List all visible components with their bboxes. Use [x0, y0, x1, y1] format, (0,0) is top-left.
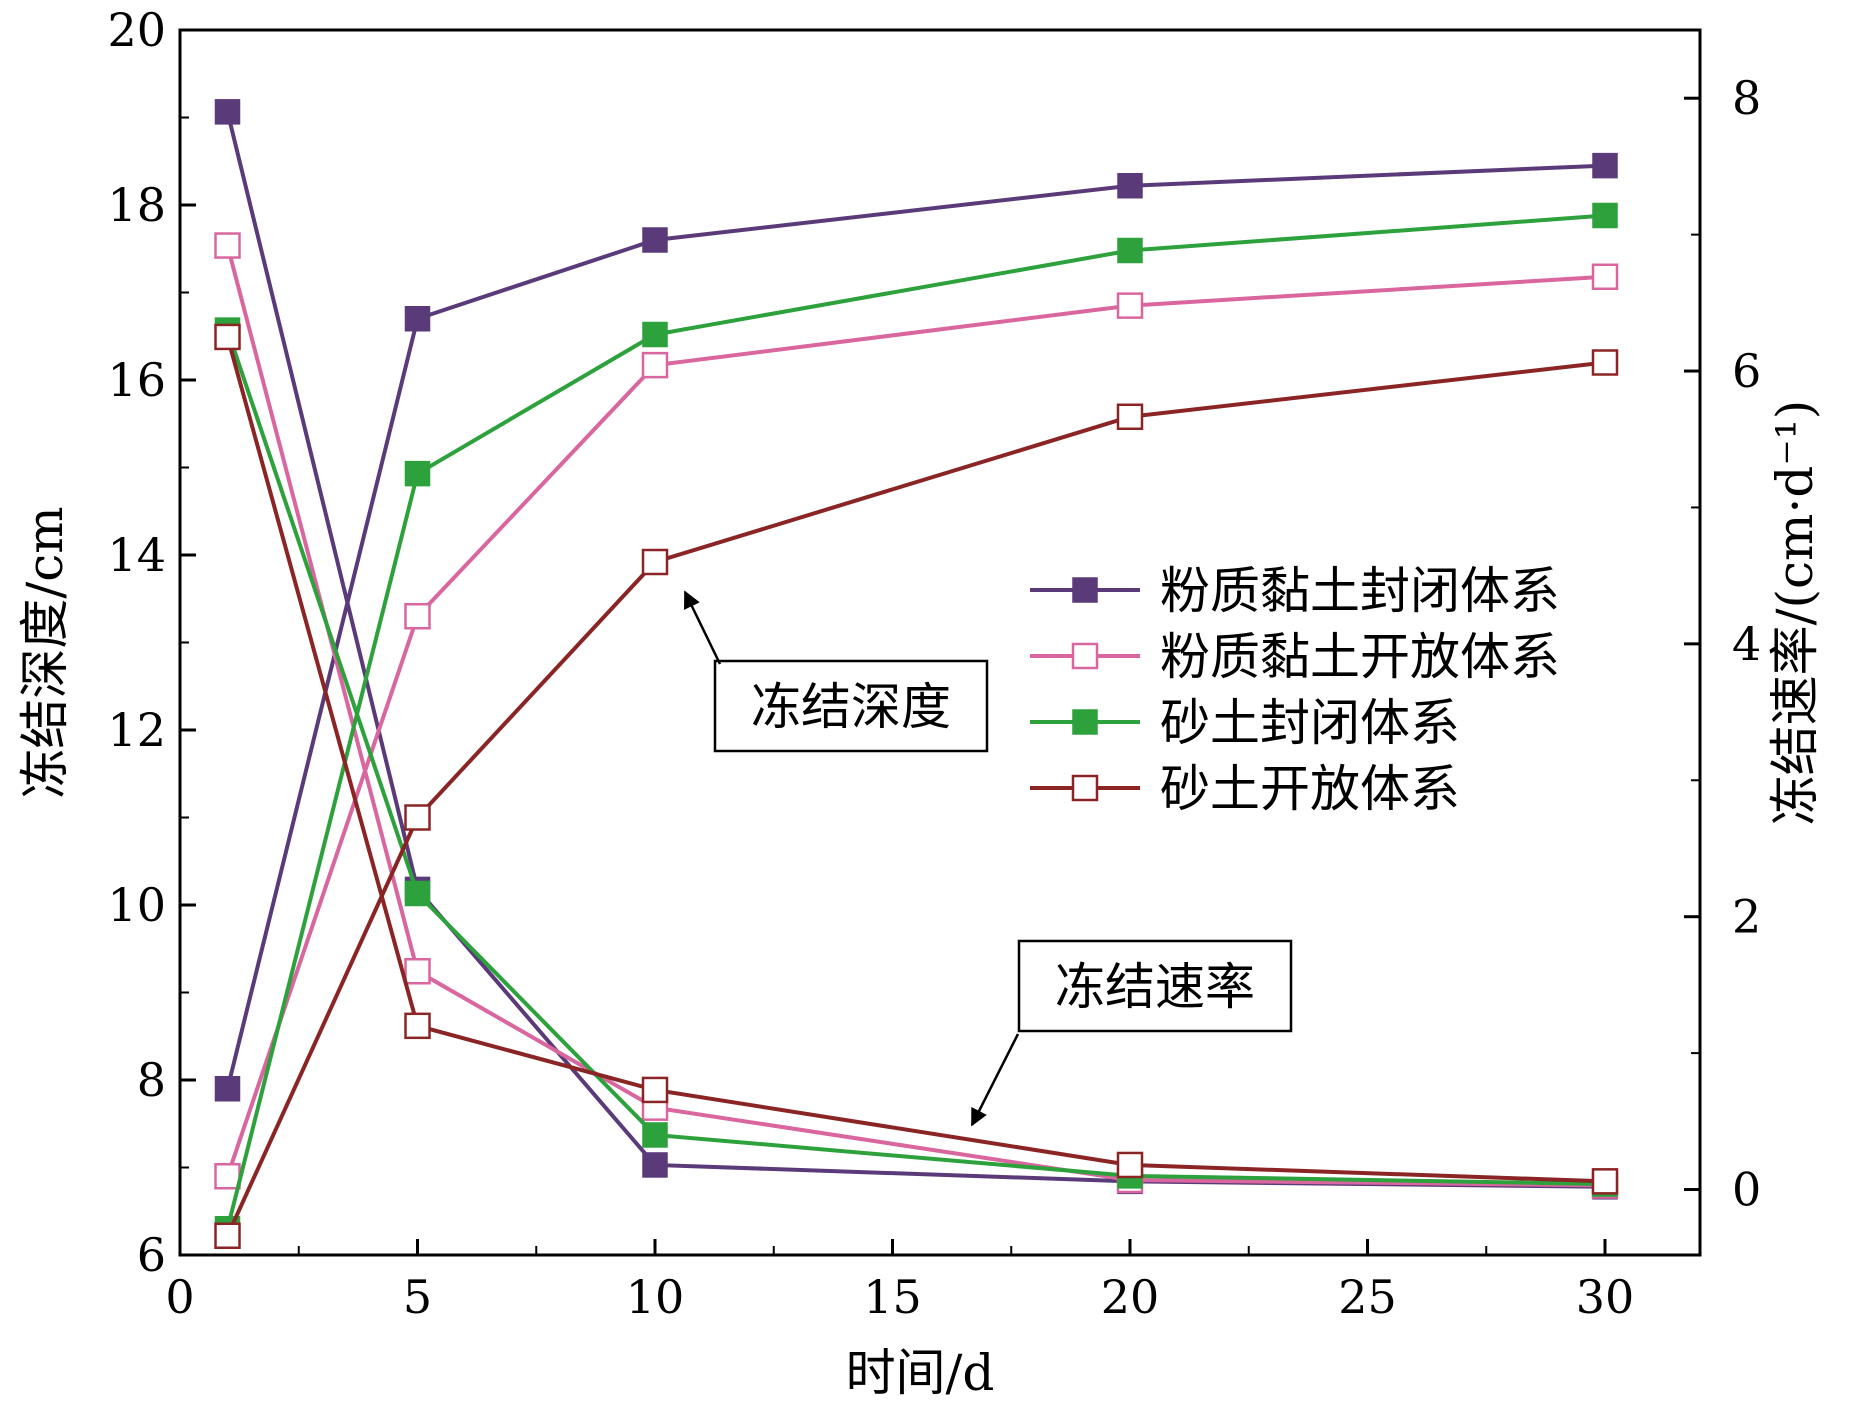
depth-point: [404, 460, 431, 487]
depth-point: [1116, 403, 1144, 430]
y-left-tick-label: 6: [137, 1228, 166, 1282]
legend-marker: [1071, 642, 1099, 670]
depth-point: [1592, 202, 1618, 229]
legend-marker: [1072, 709, 1098, 735]
legend-item-1: 粉质黏土封闭体系: [1030, 562, 1560, 620]
legend-marker: [1071, 774, 1099, 802]
rate-point: [1591, 1168, 1619, 1195]
rate-point: [404, 880, 431, 907]
y-right-tick-label: 8: [1732, 71, 1761, 125]
legend-marker: [1072, 577, 1098, 603]
depth-point: [1591, 263, 1619, 290]
y-left-tick-label: 18: [107, 178, 166, 232]
legend-item-3: 砂土封闭体系: [1030, 694, 1460, 752]
depth-point: [214, 1076, 241, 1102]
y-left-tick-label: 12: [107, 703, 166, 757]
depth-point: [1116, 292, 1144, 319]
legend-label: 砂土开放体系: [1160, 760, 1460, 818]
depth-point: [642, 227, 668, 253]
rate-point: [641, 1076, 669, 1104]
depth-point: [641, 351, 669, 379]
annotation-label: 冻结速率: [1055, 958, 1255, 1016]
annotation-rate: 冻结速率: [970, 939, 1293, 1127]
annotation-label: 冻结深度: [751, 678, 951, 736]
x-tick-label: 15: [863, 1270, 922, 1324]
series-4: [214, 323, 1619, 1249]
legend-label: 粉质黏土开放体系: [1160, 628, 1560, 686]
annotation-box: [1017, 939, 1293, 1033]
rate-point: [1116, 1151, 1144, 1179]
legend-item-4: 砂土开放体系: [1030, 760, 1460, 818]
annotation-arrow: [970, 1033, 1020, 1127]
rate-line: [225, 329, 1606, 1187]
rate-point: [214, 232, 241, 259]
depth-point: [404, 804, 431, 831]
rate-point: [404, 1012, 431, 1040]
y-left-tick-label: 20: [107, 3, 166, 57]
rate-point: [214, 99, 241, 125]
depth-point: [1591, 349, 1619, 376]
depth-point: [404, 306, 431, 332]
y-left-tick-label: 16: [107, 353, 166, 407]
y-right-tick-label: 2: [1732, 890, 1761, 944]
x-tick-label: 5: [403, 1270, 432, 1324]
y-left-tick-label: 10: [107, 878, 166, 932]
depth-point: [214, 1163, 241, 1190]
annotation-arrow: [683, 590, 722, 665]
y-left-tick-label: 14: [107, 528, 166, 582]
axes: 0 5 10 15 20 25 30 6 8 10 12 14 16 18 20 0 2 4 6 8 时间/d 冻结深度/…: [16, 3, 1824, 1402]
depth-point: [641, 548, 669, 576]
depth-point: [642, 321, 668, 348]
y-right-tick-label: 0: [1732, 1163, 1761, 1217]
x-tick-label: 20: [1101, 1270, 1160, 1324]
depth-point: [1117, 237, 1143, 264]
legend-label: 砂土封闭体系: [1160, 694, 1460, 752]
y-left-axis-title: 冻结深度/cm: [16, 506, 74, 798]
x-tick-label: 25: [1338, 1270, 1397, 1324]
x-tick-label: 10: [626, 1270, 685, 1324]
y-left-tick-label: 8: [137, 1053, 166, 1107]
annotation-depth: 冻结深度: [683, 590, 989, 753]
y-right-tick-label: 4: [1732, 617, 1761, 671]
annotation-box: [713, 659, 989, 753]
rate-point: [642, 1122, 668, 1148]
rate-point: [214, 323, 241, 351]
depth-point: [1117, 173, 1143, 199]
x-tick-label: 0: [165, 1270, 194, 1324]
depth-point: [214, 1222, 241, 1249]
depth-point: [404, 603, 431, 630]
legend-item-2: 粉质黏土开放体系: [1030, 628, 1560, 686]
x-tick-label: 30: [1576, 1270, 1635, 1324]
x-axis-title: 时间/d: [846, 1344, 995, 1402]
series: [214, 99, 1619, 1249]
y-right-tick-label: 6: [1732, 344, 1761, 398]
legend-label: 粉质黏土封闭体系: [1160, 562, 1560, 620]
rate-point: [404, 958, 431, 985]
y-right-axis-title: 冻结速率/(cm·d⁻¹): [1766, 400, 1824, 826]
rate-point: [642, 1152, 668, 1178]
depth-point: [1592, 152, 1618, 179]
